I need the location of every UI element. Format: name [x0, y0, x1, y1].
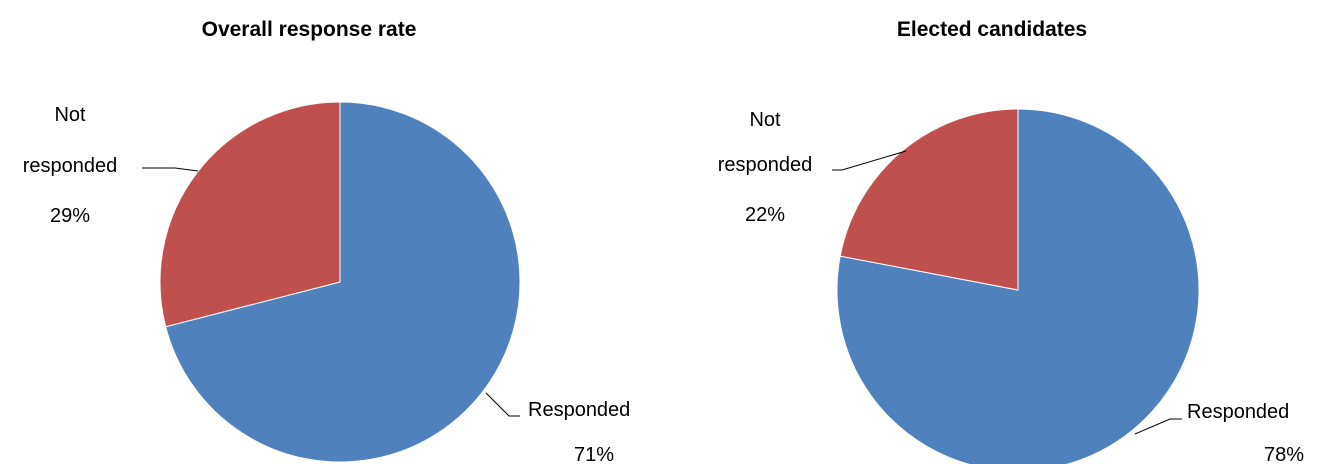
slice-label-not: Not [54, 104, 86, 126]
chart-title: Overall response rate [202, 18, 417, 41]
slice-label-not: Not [749, 109, 781, 131]
chart-title: Elected candidates [897, 18, 1087, 41]
pie-chart-overall: Overall response rate Responded 71% Not … [0, 0, 661, 464]
pie-chart-elected-svg: Elected candidates Responded 78% Not res… [718, 18, 1304, 464]
slice-responded [165, 101, 521, 463]
slice-label-responded: Responded [528, 399, 630, 421]
slice-label-responded: Responded [1187, 401, 1289, 423]
slice-label-responded-word: responded [23, 155, 118, 177]
slice-pct-responded: 71% [574, 444, 614, 464]
leader-line-responded [485, 392, 520, 417]
leader-line-not-responded [832, 150, 907, 171]
pie-chart-elected: Elected candidates Responded 78% Not res… [661, 0, 1323, 464]
slice-responded [836, 108, 1200, 464]
slice-pct-not-responded: 22% [745, 204, 785, 226]
leader-line-not-responded [142, 167, 199, 172]
slice-not-responded [159, 101, 341, 328]
leader-line-responded [1134, 418, 1182, 435]
slice-label-responded-word: responded [718, 154, 813, 176]
pie-chart-overall-svg: Overall response rate Responded 71% Not … [23, 18, 631, 464]
slice-not-responded [839, 108, 1019, 291]
slice-pct-not-responded: 29% [50, 205, 90, 227]
slice-pct-responded: 78% [1264, 444, 1304, 464]
